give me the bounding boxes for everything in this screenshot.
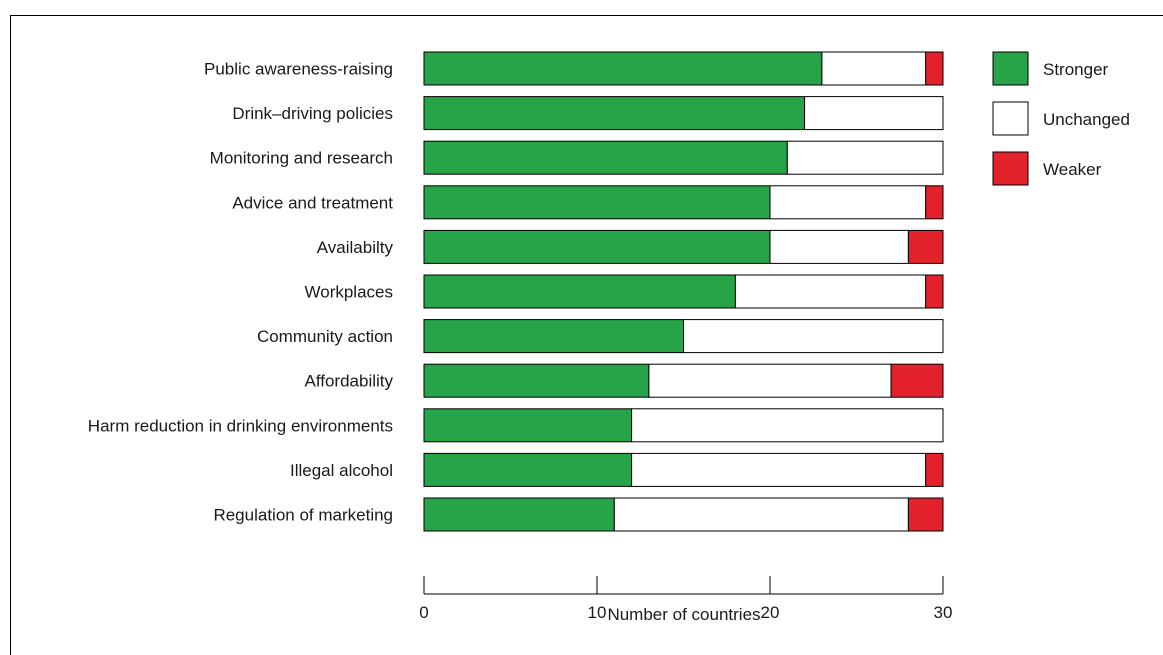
bar-unchanged-illegal-alcohol bbox=[631, 452, 927, 487]
x-tick-label-0: 0 bbox=[419, 603, 428, 622]
bar-weaker-public-awareness-raising bbox=[925, 51, 944, 86]
bar-weaker-regulation-of-marketing bbox=[907, 497, 944, 532]
bar-unchanged-community-action bbox=[683, 319, 944, 354]
bar-stronger-monitoring-and-research bbox=[423, 140, 788, 175]
legend-swatch-weaker bbox=[992, 151, 1029, 186]
bar-weaker-affordability bbox=[890, 363, 944, 398]
bar-weaker-advice-and-treatment bbox=[925, 185, 944, 220]
category-label-drink-driving-policies: Drink–driving policies bbox=[232, 104, 393, 123]
bar-stronger-harm-reduction-in-drinking-environments bbox=[423, 408, 633, 443]
bar-unchanged-workplaces bbox=[734, 274, 927, 309]
bar-unchanged-harm-reduction-in-drinking-environments bbox=[631, 408, 944, 443]
legend-label-unchanged: Unchanged bbox=[1043, 110, 1130, 129]
bar-unchanged-regulation-of-marketing bbox=[613, 497, 909, 532]
x-tick-label-30: 30 bbox=[934, 603, 953, 622]
bar-weaker-availabilty bbox=[907, 229, 944, 264]
category-label-harm-reduction-in-drinking-environments: Harm reduction in drinking environments bbox=[88, 416, 393, 435]
category-labels: Public awareness-raising Drink–driving po… bbox=[88, 60, 394, 525]
bar-stronger-availabilty bbox=[423, 229, 771, 264]
legend-swatch-stronger bbox=[992, 51, 1029, 86]
bar-unchanged-advice-and-treatment bbox=[769, 185, 927, 220]
chart-frame bbox=[10, 15, 1163, 655]
legend-label-stronger: Stronger bbox=[1043, 60, 1109, 79]
bar-stronger-illegal-alcohol bbox=[423, 452, 633, 487]
category-label-availabilty: Availabilty bbox=[317, 238, 394, 257]
category-label-public-awareness-raising: Public awareness-raising bbox=[204, 60, 393, 79]
category-label-community-action: Community action bbox=[257, 327, 393, 346]
bar-unchanged-monitoring-and-research bbox=[786, 140, 944, 175]
bar-unchanged-drink-driving-policies bbox=[804, 96, 944, 131]
bar-weaker-workplaces bbox=[925, 274, 944, 309]
bar-stronger-drink-driving-policies bbox=[423, 96, 806, 131]
category-label-affordability: Affordability bbox=[304, 372, 393, 391]
legend-swatch-unchanged bbox=[992, 101, 1029, 136]
x-axis-title: Number of countries bbox=[607, 605, 760, 624]
category-label-monitoring-and-research: Monitoring and research bbox=[210, 149, 393, 168]
bar-stronger-workplaces bbox=[423, 274, 736, 309]
legend: Stronger Unchanged Weaker bbox=[992, 51, 1130, 186]
bar-stronger-advice-and-treatment bbox=[423, 185, 771, 220]
x-tick-label-20: 20 bbox=[761, 603, 780, 622]
bars-group bbox=[423, 51, 944, 532]
legend-label-weaker: Weaker bbox=[1043, 160, 1102, 179]
category-label-regulation-of-marketing: Regulation of marketing bbox=[213, 506, 393, 525]
bar-stronger-affordability bbox=[423, 363, 650, 398]
bar-unchanged-public-awareness-raising bbox=[821, 51, 927, 86]
x-tick-label-10: 10 bbox=[588, 603, 607, 622]
bar-stronger-regulation-of-marketing bbox=[423, 497, 615, 532]
category-label-advice-and-treatment: Advice and treatment bbox=[232, 193, 393, 212]
bar-unchanged-availabilty bbox=[769, 229, 909, 264]
bar-stronger-public-awareness-raising bbox=[423, 51, 823, 86]
x-axis: 0 10 20 30 bbox=[419, 576, 952, 622]
category-label-workplaces: Workplaces bbox=[305, 283, 394, 302]
bar-unchanged-affordability bbox=[648, 363, 892, 398]
bar-weaker-illegal-alcohol bbox=[925, 452, 944, 487]
category-label-illegal-alcohol: Illegal alcohol bbox=[290, 461, 393, 480]
bar-stronger-community-action bbox=[423, 319, 684, 354]
